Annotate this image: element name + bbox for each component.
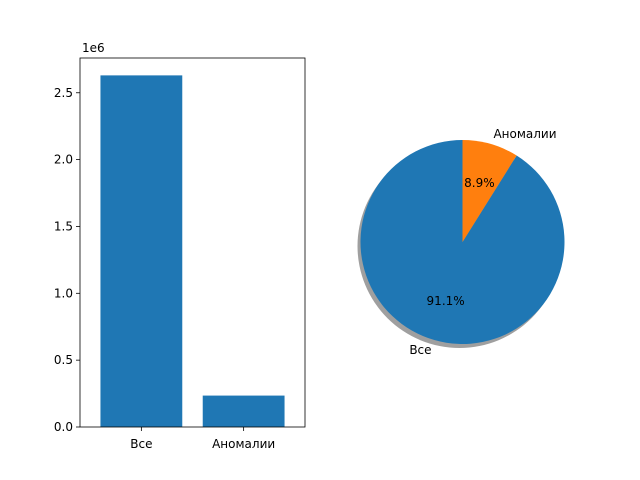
- pie-label: Аномалии: [493, 127, 556, 141]
- pie-chart: Все 91.1% Аномалии 8.9%: [357, 127, 565, 357]
- bar-0: [100, 75, 183, 427]
- x-tick-label: Все: [130, 437, 152, 451]
- y-tick-label: 2.5: [54, 86, 73, 100]
- pie-slice-1: [462, 140, 517, 242]
- y-tick-label: 0.0: [54, 420, 73, 434]
- y-tick-label: 2.0: [54, 153, 73, 167]
- pie-pct-label: 8.9%: [464, 176, 495, 190]
- bar-axes: Все Аномалии 0.0 0.5 1.0 1.5 2.0 2.5: [54, 57, 306, 451]
- y-tick-label: 1.5: [54, 219, 73, 233]
- bar-chart: Все Аномалии 0.0 0.5 1.0 1.5 2.0 2.5 1e6: [54, 41, 306, 451]
- pie-slice-0: [360, 140, 565, 345]
- y-tick-label: 0.5: [54, 353, 73, 367]
- pie-label: Все: [409, 343, 431, 357]
- pie-pct-label: 91.1%: [427, 294, 465, 308]
- y-tick-label: 1.0: [54, 286, 73, 300]
- bar-axes-frame: [79, 57, 306, 428]
- bar-1: [202, 395, 285, 427]
- bar-series: [100, 75, 285, 427]
- y-offset-label: 1e6: [82, 41, 105, 55]
- x-tick-label: Аномалии: [212, 437, 275, 451]
